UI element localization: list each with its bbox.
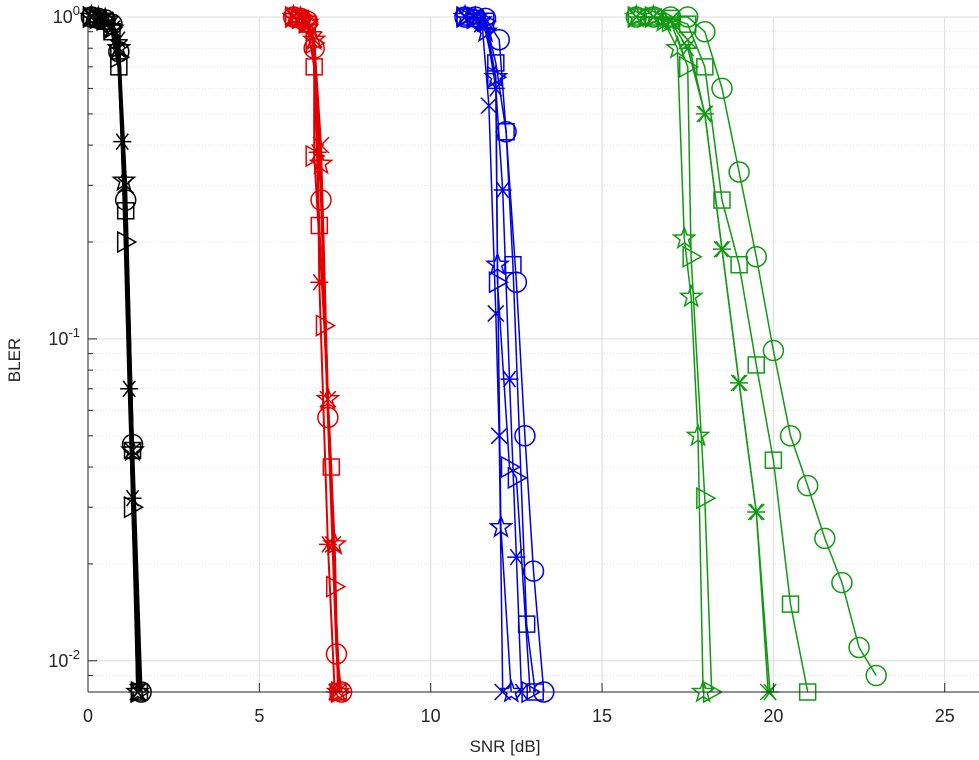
- data-point-x: [730, 374, 748, 392]
- data-point-square: [730, 255, 748, 274]
- data-point-triangle: [678, 55, 700, 79]
- data-point-x: [747, 503, 765, 521]
- data-point-triangle: [682, 245, 703, 269]
- series-group-1: [78, 3, 152, 704]
- data-point-x: [487, 304, 505, 322]
- data-point-circle: [762, 339, 785, 362]
- data-point-square: [678, 15, 697, 33]
- data-point-circle: [711, 77, 733, 100]
- data-point-star: [678, 283, 704, 308]
- data-point-x: [696, 105, 714, 123]
- data-point-star: [685, 422, 711, 447]
- data-point-star: [325, 678, 351, 703]
- data-point-circle: [728, 161, 750, 183]
- x-axis-label: SNR [dB]: [470, 737, 541, 756]
- data-point-star: [99, 15, 125, 40]
- series-line: [91, 15, 140, 693]
- series-group-3: [452, 3, 555, 704]
- series-circle: [625, 6, 887, 687]
- series-line: [636, 16, 877, 676]
- data-point-circle: [514, 425, 536, 447]
- series-square: [627, 8, 817, 701]
- series-star: [78, 3, 151, 703]
- data-point-star: [483, 63, 509, 88]
- data-point-x: [312, 136, 330, 154]
- data-point-star: [690, 678, 716, 703]
- data-point-asterisk: [500, 370, 519, 388]
- data-point-star: [301, 26, 327, 51]
- y-tick-label: 10-1: [48, 325, 80, 349]
- series-layer: [78, 3, 887, 704]
- data-point-circle: [779, 425, 802, 447]
- data-point-star: [119, 437, 146, 462]
- data-point-circle: [848, 636, 870, 659]
- data-point-square: [781, 595, 800, 613]
- data-point-circle: [814, 527, 836, 550]
- x-tick-label: 20: [763, 706, 783, 726]
- data-point-star: [85, 5, 111, 30]
- data-point-star: [125, 678, 151, 703]
- data-point-star: [106, 34, 132, 59]
- data-point-x: [713, 240, 731, 258]
- data-point-circle: [522, 560, 545, 582]
- data-point-triangle: [500, 455, 522, 479]
- data-point-star: [651, 8, 677, 32]
- data-point-star: [78, 3, 105, 28]
- data-point-star: [640, 3, 667, 28]
- x-tick-label: 0: [83, 706, 93, 726]
- series-star: [623, 3, 716, 703]
- data-point-star: [473, 18, 499, 43]
- data-point-x: [480, 97, 498, 115]
- plot-area-background: [88, 17, 979, 692]
- x-tick-label: 15: [592, 706, 612, 726]
- y-tick-label: 10-2: [48, 647, 80, 671]
- data-point-star: [488, 513, 514, 538]
- data-point-circle: [831, 571, 853, 594]
- data-point-star: [322, 531, 348, 556]
- axis-ticks: 10-2 10-1 100 0 5 10 15 20 25: [48, 3, 954, 726]
- data-point-square: [747, 356, 765, 374]
- data-point-circle: [676, 6, 699, 28]
- data-point-x: [324, 535, 342, 553]
- data-point-star: [281, 3, 307, 28]
- data-point-circle: [865, 664, 887, 687]
- data-point-star: [92, 6, 118, 31]
- data-point-triangle: [696, 486, 717, 510]
- x-tick-label: 10: [421, 706, 441, 726]
- data-point-circle: [796, 474, 819, 497]
- data-point-star: [664, 34, 691, 59]
- data-point-star: [315, 385, 341, 410]
- series-group-4: [623, 3, 887, 704]
- data-point-square: [713, 191, 731, 209]
- data-point-star: [671, 225, 697, 250]
- data-point-asterisk: [507, 548, 526, 566]
- series-star: [452, 3, 524, 703]
- y-axis-label: BLER: [5, 338, 24, 382]
- series-line: [636, 16, 809, 693]
- data-point-star: [485, 251, 511, 276]
- y-tick-label: 100: [53, 3, 80, 27]
- series-star: [281, 3, 351, 703]
- data-point-asterisk: [120, 380, 139, 398]
- data-point-triangle: [507, 466, 528, 490]
- series-line: [464, 16, 512, 693]
- data-point-star: [111, 167, 137, 192]
- data-point-star: [498, 678, 524, 703]
- data-point-square: [764, 451, 783, 469]
- data-point-star: [294, 9, 320, 34]
- x-tick-label: 25: [935, 706, 955, 726]
- series-group-2: [281, 3, 353, 704]
- data-point-star: [462, 5, 488, 30]
- data-point-star: [308, 150, 334, 175]
- x-tick-label: 5: [254, 706, 264, 726]
